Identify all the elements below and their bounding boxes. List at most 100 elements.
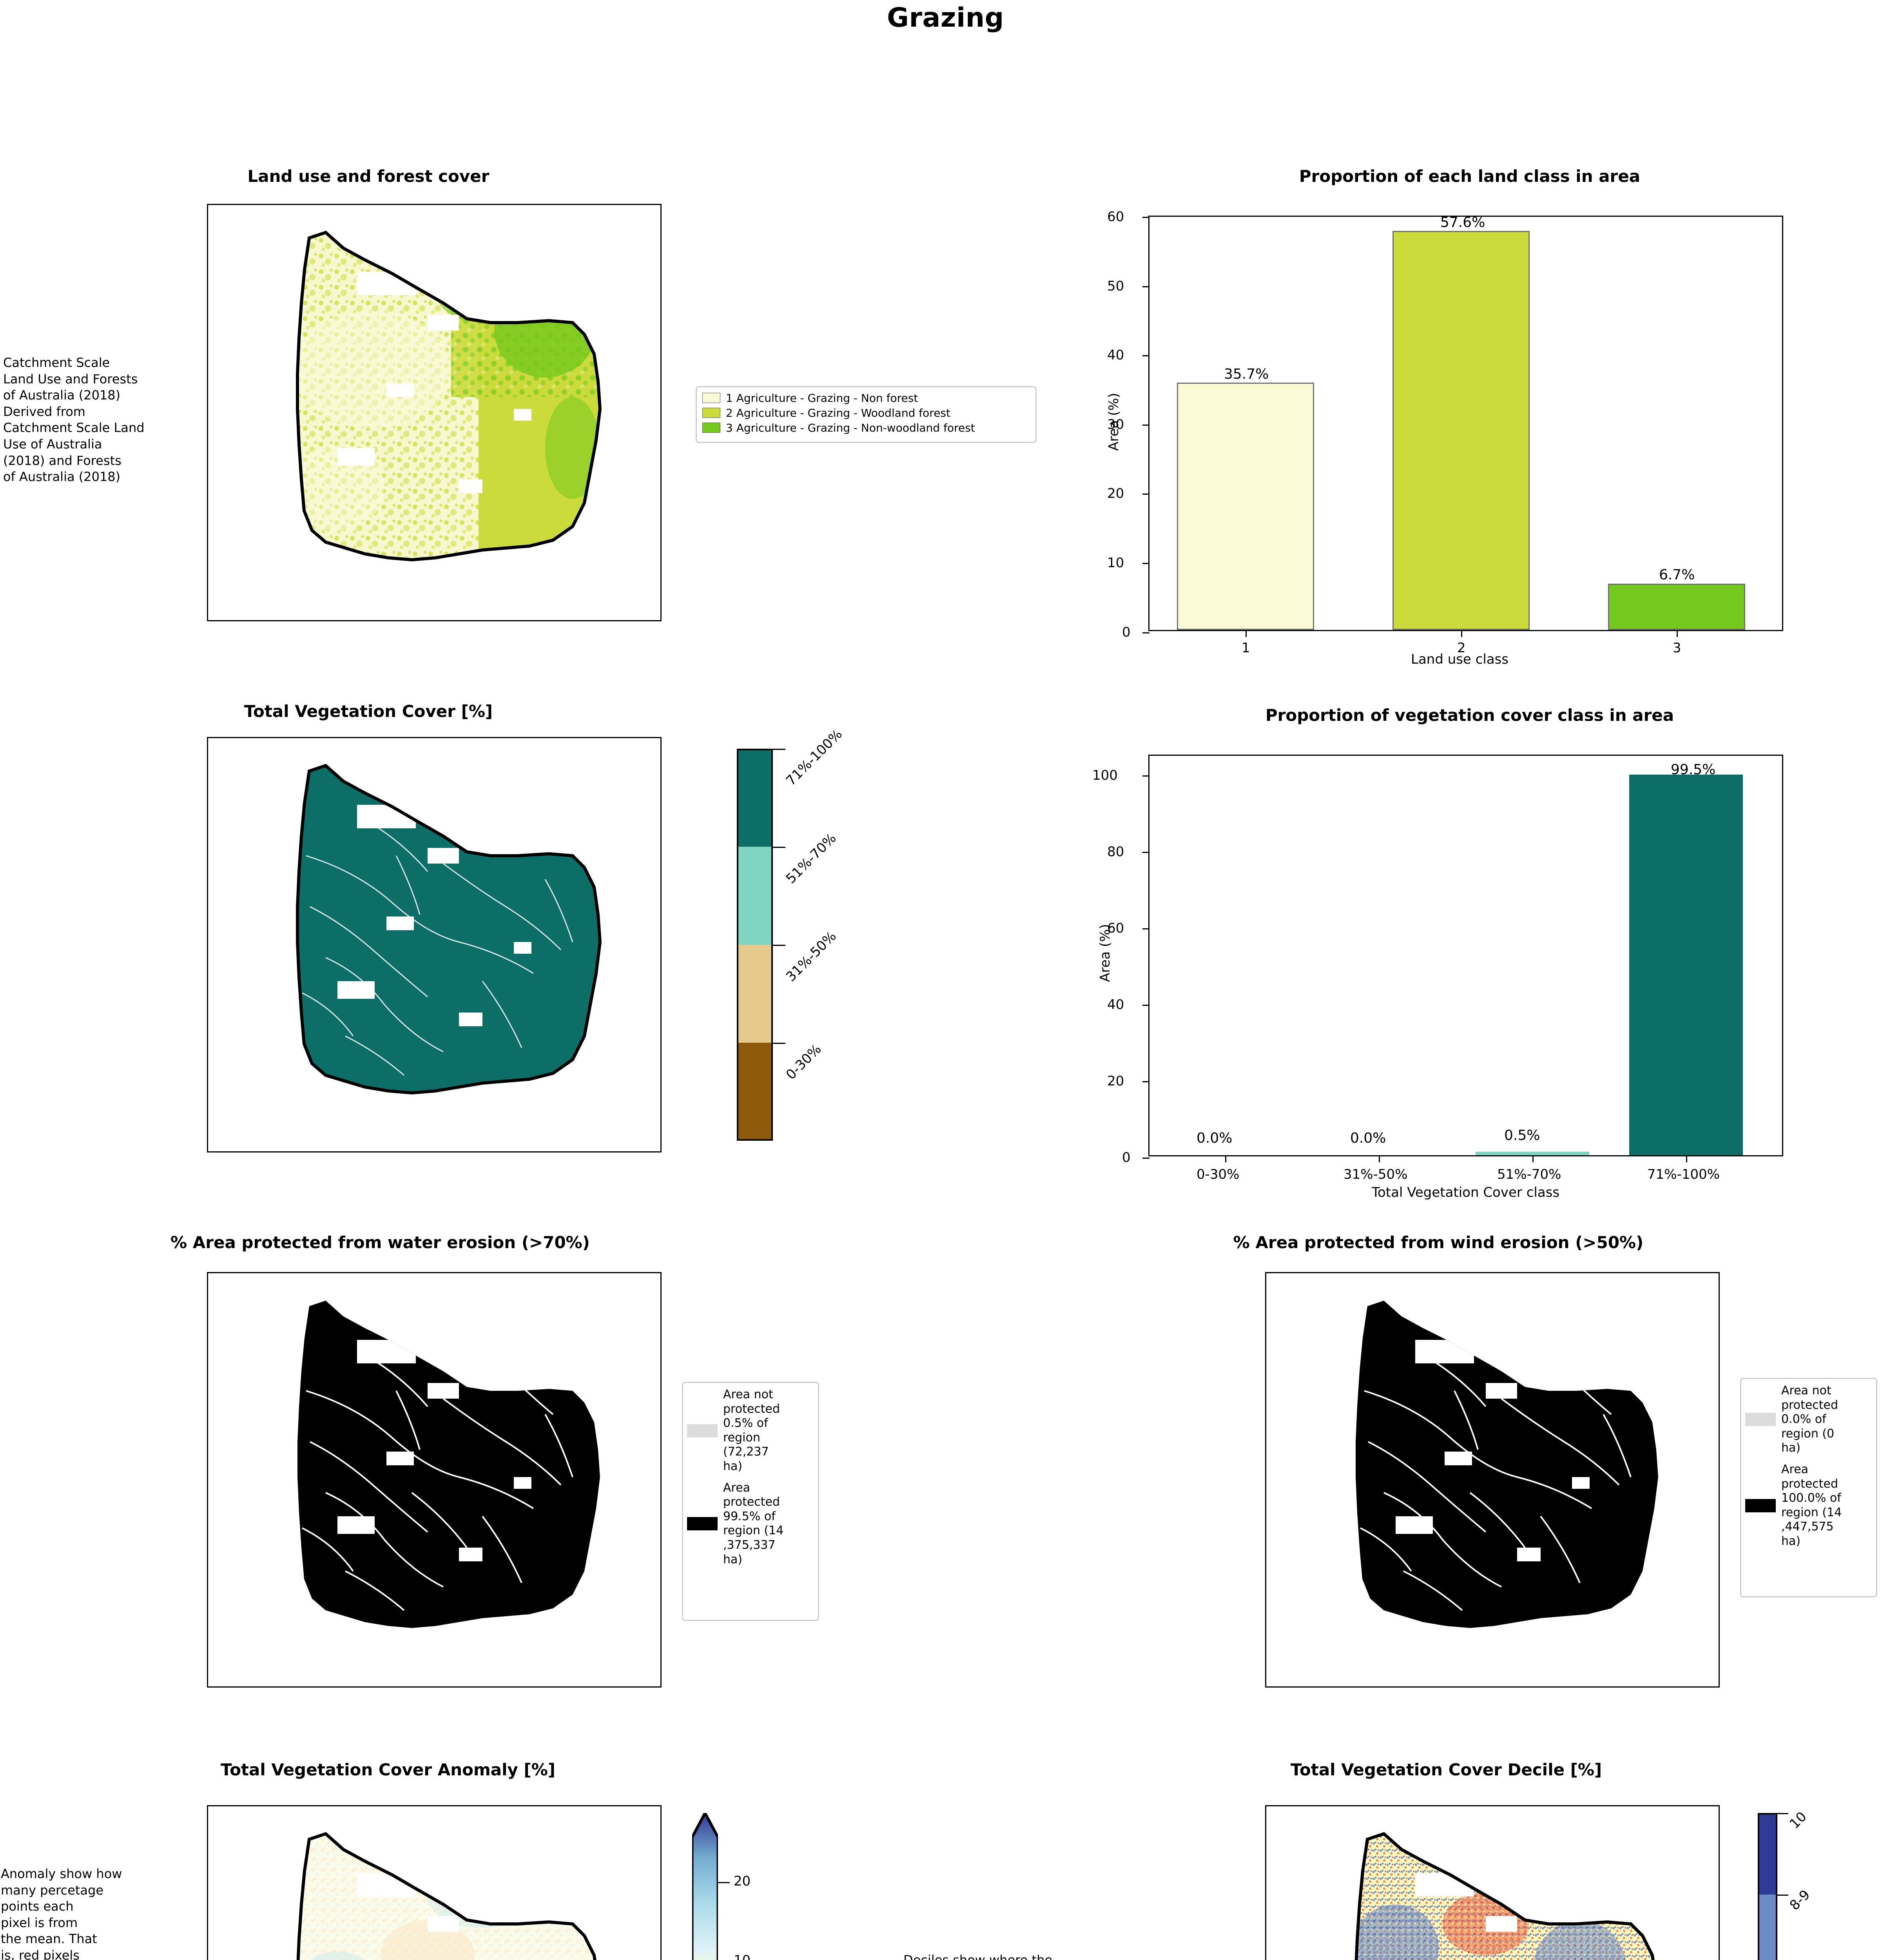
- ytick-label: 20: [1107, 486, 1124, 501]
- ytick-label: 30: [1107, 417, 1124, 432]
- veg-colorbar-label: 31%-50%: [783, 928, 839, 985]
- ytick-label: 50: [1107, 278, 1124, 294]
- legend-item: 3 Agriculture - Grazing - Non-woodland f…: [702, 420, 1030, 435]
- landuse-map: [207, 204, 662, 621]
- bar-label-landclass-2: 57.6%: [1440, 214, 1485, 230]
- bar-label-vegclass-1: 0.0%: [1197, 1130, 1233, 1146]
- bar-label-landclass-1: 35.7%: [1224, 366, 1269, 382]
- decile-map-title: Total Vegetation Cover Decile [%]: [1290, 1760, 1602, 1779]
- wind-erosion-legend: Area not protected 0.0% of region (0 ha)…: [1740, 1378, 1877, 1597]
- legend-swatch-not-protected: [1745, 1413, 1776, 1426]
- veg-colorbar-seg-71-100: [737, 749, 773, 847]
- vegclass-chart-xlabel: Total Vegetation Cover class: [1372, 1185, 1560, 1200]
- legend-item: 1 Agriculture - Grazing - Non forest: [702, 390, 1030, 405]
- ytick-label: 0: [1122, 624, 1131, 640]
- ytick-label: 10: [1107, 555, 1124, 571]
- ytick-label: 60: [1107, 209, 1124, 225]
- ytick-label: 80: [1107, 844, 1124, 860]
- ytick-label: 100: [1092, 768, 1118, 783]
- xtick-label: 31%-50%: [1343, 1167, 1408, 1182]
- landuse-map-ytick: [207, 425, 208, 426]
- landclass-chart-title: Proportion of each land class in area: [1299, 167, 1641, 186]
- legend-swatch: [702, 393, 720, 403]
- anomaly-colorbar-tick-label: 20: [734, 1873, 751, 1889]
- anomaly-colorbar: 20 10 0 −10 −20: [692, 1813, 751, 1960]
- landuse-map-caption: Catchment Scale Land Use and Forests of …: [3, 355, 145, 485]
- decile-colorbar-seg-10: [1758, 1813, 1777, 1895]
- xtick-label: 2: [1457, 640, 1466, 656]
- legend-swatch-not-protected: [687, 1424, 718, 1437]
- decile-colorbar-seg-8-9: [1758, 1895, 1777, 1960]
- ytick-label: 20: [1107, 1073, 1124, 1089]
- anomaly-map-title: Total Vegetation Cover Anomaly [%]: [221, 1760, 555, 1779]
- landclass-chart-plot: 35.7% 57.6% 6.7% 0 10 20 30 40 50 60 1 2…: [1107, 209, 1783, 656]
- veg-colorbar-seg-31-50: [737, 945, 773, 1043]
- vegclass-chart-plot: 0.0% 0.0% 0.5% 99.5% 0 20 40 60 80 100 0…: [1092, 755, 1783, 1182]
- legend-label-protected: Area protected 100.0% of region (14 ,447…: [1781, 1462, 1842, 1548]
- legend-swatch: [702, 408, 720, 418]
- ytick-label: 40: [1107, 347, 1124, 363]
- veg-colorbar: 71%-100% 51%-70% 31%-50% 0-30%: [737, 726, 845, 1141]
- water-erosion-map: [207, 1272, 662, 1688]
- vegclass-chart-title: Proportion of vegetation cover class in …: [1265, 706, 1674, 725]
- bar-landclass-1: [1177, 383, 1314, 630]
- anomaly-colorbar-tick-label: 10: [734, 1953, 751, 1960]
- vegclass-chart-ylabel: Area (%): [1097, 924, 1113, 982]
- anomaly-map: [207, 1805, 662, 1960]
- water-erosion-map-graphic: [297, 1301, 600, 1628]
- wind-erosion-map-title: % Area protected from wind erosion (>50%…: [1233, 1233, 1644, 1252]
- bar-label-landclass-3: 6.7%: [1659, 567, 1695, 583]
- landuse-map-ytick: [207, 279, 208, 281]
- water-erosion-legend: Area not protected 0.5% of region (72,23…: [682, 1382, 819, 1621]
- legend-label-not-protected: Area not protected 0.0% of region (0 ha): [1781, 1384, 1838, 1455]
- xtick-label: 3: [1673, 640, 1681, 656]
- bar-label-vegclass-4: 99.5%: [1671, 762, 1716, 778]
- wind-erosion-map: [1265, 1272, 1720, 1688]
- anomaly-map-caption: Anomaly show how many percetage points e…: [1, 1866, 122, 1960]
- decile-colorbar-label: 10: [1786, 1809, 1810, 1832]
- xtick-label: 71%-100%: [1647, 1167, 1720, 1182]
- anomaly-colorbar-graphic: [692, 1813, 718, 1960]
- legend-label: 2 Agriculture - Grazing - Woodland fores…: [726, 406, 950, 419]
- legend-label-protected: Area protected 99.5% of region (14 ,375,…: [723, 1481, 784, 1566]
- wind-erosion-map-graphic: [1356, 1301, 1658, 1628]
- decile-map-caption: Deciles show where the pixel value lies …: [903, 1953, 1053, 1960]
- decile-map-graphic: [1354, 1832, 1658, 1960]
- legend-label: 3 Agriculture - Grazing - Non-woodland f…: [726, 421, 975, 434]
- ytick-label: 40: [1107, 997, 1124, 1013]
- bar-label-vegclass-3: 0.5%: [1504, 1127, 1540, 1143]
- legend-label: 1 Agriculture - Grazing - Non forest: [726, 391, 918, 405]
- legend-swatch-protected: [1745, 1499, 1776, 1512]
- bar-landclass-2: [1392, 231, 1530, 630]
- veg-map-graphic: [296, 764, 602, 1095]
- legend-item: 2 Agriculture - Grazing - Woodland fores…: [702, 405, 1030, 420]
- decile-colorbar-label: 8-9: [1786, 1887, 1813, 1914]
- veg-map: [207, 737, 662, 1152]
- veg-colorbar-seg-0-30: [737, 1043, 773, 1141]
- landuse-map-ytick: [207, 558, 208, 559]
- landclass-chart-xlabel: Land use class: [1411, 652, 1509, 667]
- bar-landclass-3: [1608, 583, 1745, 630]
- veg-colorbar-label: 71%-100%: [783, 726, 845, 789]
- bar-vegclass-3: [1476, 1152, 1589, 1155]
- anomaly-map-graphic: [296, 1832, 600, 1960]
- decile-colorbar: 10 8-9 4-7 2-3 1: [1758, 1809, 1813, 1960]
- veg-map-title: Total Vegetation Cover [%]: [244, 702, 493, 721]
- water-erosion-map-title: % Area protected from water erosion (>70…: [170, 1233, 590, 1252]
- ytick-label: 0: [1122, 1150, 1131, 1165]
- veg-colorbar-seg-51-70: [737, 847, 773, 945]
- legend-label-not-protected: Area not protected 0.5% of region (72,23…: [723, 1388, 780, 1473]
- page-title: Grazing: [887, 2, 1004, 33]
- xtick-label: 51%-70%: [1497, 1167, 1561, 1182]
- legend-swatch: [702, 423, 720, 433]
- bar-vegclass-4: [1629, 775, 1743, 1155]
- xtick-label: 0-30%: [1197, 1167, 1240, 1182]
- veg-colorbar-label: 51%-70%: [783, 830, 839, 887]
- decile-map: [1265, 1805, 1720, 1960]
- landuse-map-graphic: [296, 230, 602, 562]
- xtick-label: 1: [1242, 640, 1250, 656]
- bar-label-vegclass-2: 0.0%: [1350, 1130, 1386, 1146]
- veg-colorbar-label: 0-30%: [783, 1041, 825, 1083]
- landclass-chart-ylabel: Area (%): [1106, 393, 1122, 451]
- legend-swatch-protected: [687, 1517, 718, 1531]
